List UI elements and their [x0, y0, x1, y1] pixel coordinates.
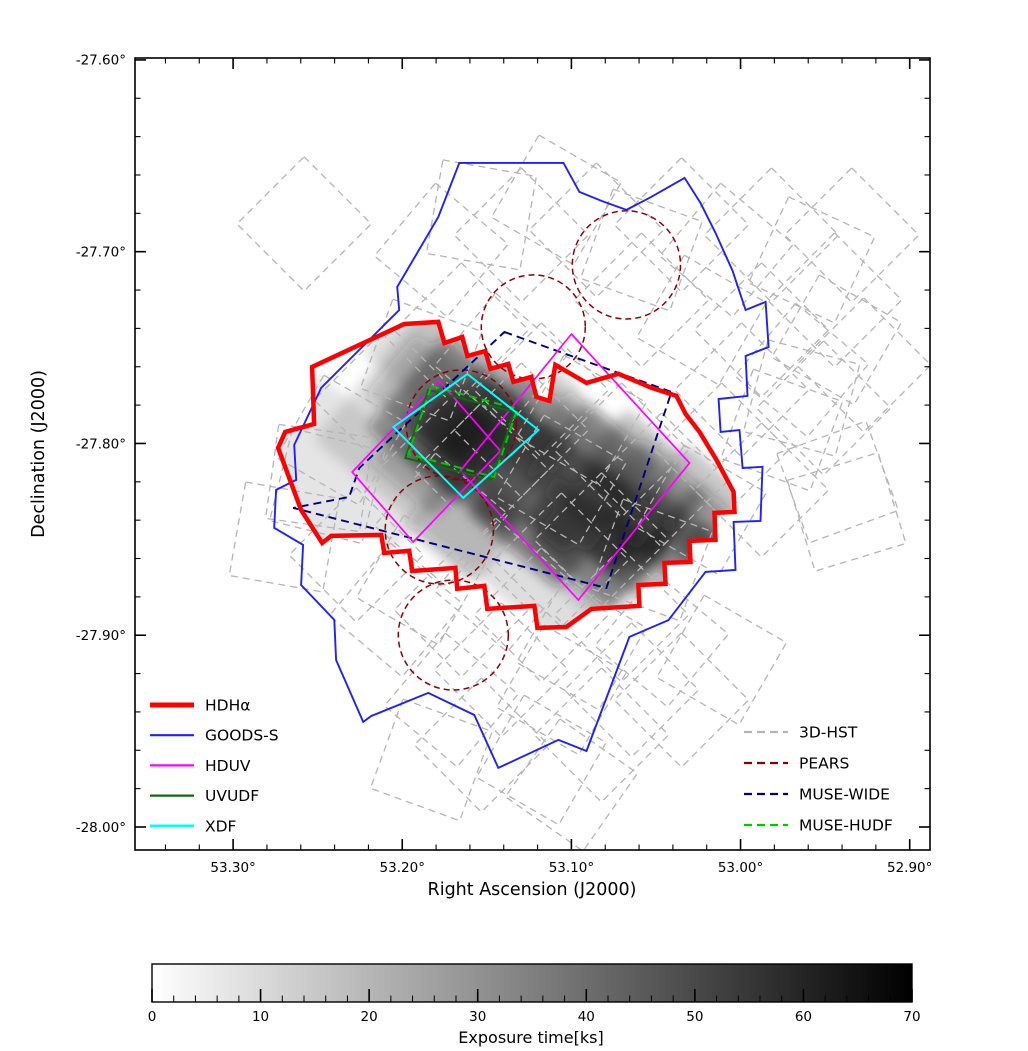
- footprint-outline: [275, 319, 737, 631]
- colorbar-tick-label: 40: [578, 1009, 595, 1025]
- y-tick-label: -27.90°: [76, 628, 126, 644]
- exposure-blob: [524, 477, 599, 553]
- x-tick-label: 53.30°: [210, 860, 255, 876]
- footprint-outline: [391, 372, 540, 500]
- exposure-blob: [406, 459, 527, 581]
- legend-label: HDHα: [205, 697, 250, 715]
- pears-pointing: [384, 475, 495, 585]
- series-goods-s: [273, 161, 770, 770]
- colorbar-gradient: [152, 964, 912, 1002]
- colorbar-tick-label: 30: [469, 1009, 486, 1025]
- x-tick-label: 52.90°: [887, 860, 932, 876]
- legend-label: 3D-HST: [799, 724, 858, 742]
- legend-label: UVUDF: [205, 787, 259, 805]
- legend-item: PEARS: [744, 755, 849, 773]
- legend-item: XDF: [150, 817, 237, 835]
- footprint-outline: [351, 379, 502, 544]
- legend-item: GOODS-S: [150, 727, 279, 745]
- legend-item: HDHα: [150, 697, 250, 715]
- colorbar-border: [151, 963, 913, 1003]
- pears-pointing: [397, 579, 510, 691]
- colorbar-tick-label: 20: [361, 1009, 378, 1025]
- x-tick-label: 53.10°: [549, 860, 594, 876]
- colorbar-tick-label: 0: [148, 1009, 157, 1025]
- legend-left: HDHα GOODS-S HDUV UVUDF XDF: [150, 697, 279, 835]
- x-tick-label: 53.00°: [718, 860, 763, 876]
- y-tick-label: -28.00°: [76, 820, 126, 836]
- colorbar-tick-label: 50: [686, 1009, 703, 1025]
- legend-label: XDF: [205, 817, 237, 835]
- colorbar: 0 10 20 30 40 50 60 70: [148, 963, 921, 1025]
- footprint-outline: [292, 330, 673, 590]
- footprint-outline: [404, 388, 516, 482]
- y-axis-label: Declination (J2000): [29, 370, 49, 538]
- footprint-outline: [459, 332, 691, 602]
- legend-item: HDUV: [150, 757, 251, 775]
- series-xdf: [391, 372, 540, 500]
- footprint-outline: [273, 161, 770, 770]
- series-uvudf: [404, 388, 516, 482]
- footprint-outline: [407, 384, 519, 479]
- series-hdh-: [275, 319, 737, 631]
- axis-tick-labels: 53.30° 53.20° 53.10° 53.00° 52.90° -27.60° -27…: [76, 53, 933, 876]
- colorbar-tick-label: 10: [252, 1009, 269, 1025]
- legend-label: MUSE-WIDE: [799, 786, 890, 804]
- series-muse-hudf: [407, 384, 519, 479]
- legend-right: 3D-HST PEARS MUSE-WIDE MUSE-HUDF: [744, 724, 893, 835]
- legend-item: UVUDF: [150, 787, 259, 805]
- axis-ticks: [135, 58, 930, 850]
- legend-label: MUSE-HUDF: [799, 817, 893, 835]
- y-tick-label: -27.80°: [76, 436, 126, 452]
- x-axis-label: Right Ascension (J2000): [428, 880, 637, 900]
- exposure-map: [278, 321, 735, 628]
- plot-area: [228, 134, 930, 850]
- exposure-blob: [612, 515, 671, 575]
- y-tick-label: -27.60°: [76, 53, 126, 69]
- legend-item: 3D-HST: [744, 724, 858, 742]
- series-muse-wide: [292, 330, 673, 590]
- x-tick-label: 53.20°: [380, 860, 425, 876]
- legend-label: GOODS-S: [205, 727, 279, 745]
- legend-item: MUSE-HUDF: [744, 817, 893, 835]
- legend-label: PEARS: [799, 755, 849, 773]
- series-hduv: [351, 332, 691, 602]
- colorbar-tick-label: 60: [795, 1009, 812, 1025]
- legend-item: MUSE-WIDE: [744, 786, 890, 804]
- colorbar-tick-label: 70: [903, 1009, 920, 1025]
- plot-border: [134, 57, 931, 851]
- y-tick-label: -27.70°: [76, 244, 126, 260]
- legend-label: HDUV: [205, 757, 251, 775]
- colorbar-label: Exposure time[ks]: [458, 1028, 603, 1047]
